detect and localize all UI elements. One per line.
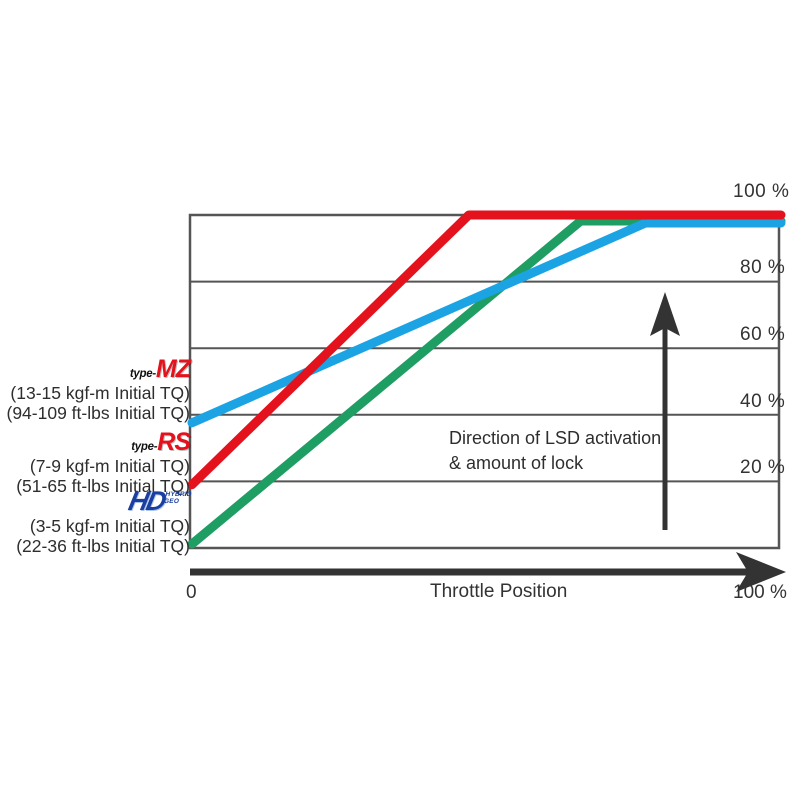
legend-hd-ftlbs: (22-36 ft-lbs Initial TQ)	[16, 536, 190, 556]
logo-prefix-rs: type-	[131, 441, 158, 453]
y-axis-label-20: 20 %	[740, 457, 786, 478]
y-axis-label-40: 40 %	[740, 391, 786, 412]
direction-arrow-head	[650, 292, 680, 336]
logo-type-rs: type-RS	[0, 428, 191, 456]
y-axis-label-80: 80 %	[740, 257, 786, 278]
legend-mz-kgfm: (13-15 kgf-m Initial TQ)	[10, 383, 190, 403]
logo-hd-sub2: GEO	[163, 498, 180, 505]
y-axis-label-60: 60 %	[740, 324, 786, 345]
annotation-line-2: & amount of lock	[449, 453, 584, 473]
throttle-axis-arrow-head	[736, 552, 786, 592]
logo-hd-graphic: HDHYBRID GEO	[125, 486, 193, 516]
y-axis-label-100: 100 %	[733, 181, 790, 202]
x-axis-caption: Throttle Position	[430, 581, 568, 602]
annotation-line-1: Direction of LSD activation	[449, 428, 662, 448]
series-line-rs	[187, 210, 786, 490]
logo-name-mz: MZ	[155, 355, 191, 383]
legend-rs-kgfm: (7-9 kgf-m Initial TQ)	[29, 456, 190, 476]
logo-hd-name: HD	[125, 486, 168, 516]
logo-hd-subtext: HYBRID GEO	[163, 491, 192, 505]
legend-rs-ftlbs: (51-65 ft-lbs Initial TQ)	[16, 476, 190, 496]
logo-hd: HDHYBRID GEO	[0, 486, 193, 516]
logo-type-mz: type-MZ	[0, 355, 191, 383]
legend-item-rs: type-RS (7-9 kgf-m Initial TQ) (51-65 ft…	[0, 428, 191, 497]
series-line-mz	[187, 218, 786, 428]
legend-mz-ftlbs: (94-109 ft-lbs Initial TQ)	[6, 403, 191, 423]
legend-item-mz: type-MZ (13-15 kgf-m Initial TQ) (94-109…	[0, 355, 192, 424]
legend-hd-kgfm: (3-5 kgf-m Initial TQ)	[29, 516, 190, 536]
x-axis-label-end: 100 %	[733, 582, 787, 603]
logo-hd-sub1: HYBRID	[164, 491, 193, 498]
logo-name-rs: RS	[157, 428, 191, 456]
logo-prefix-mz: type-	[129, 368, 156, 380]
legend-item-hd: HDHYBRID GEO (3-5 kgf-m Initial TQ) (22-3…	[0, 486, 193, 556]
x-axis-label-start: 0	[186, 582, 197, 603]
